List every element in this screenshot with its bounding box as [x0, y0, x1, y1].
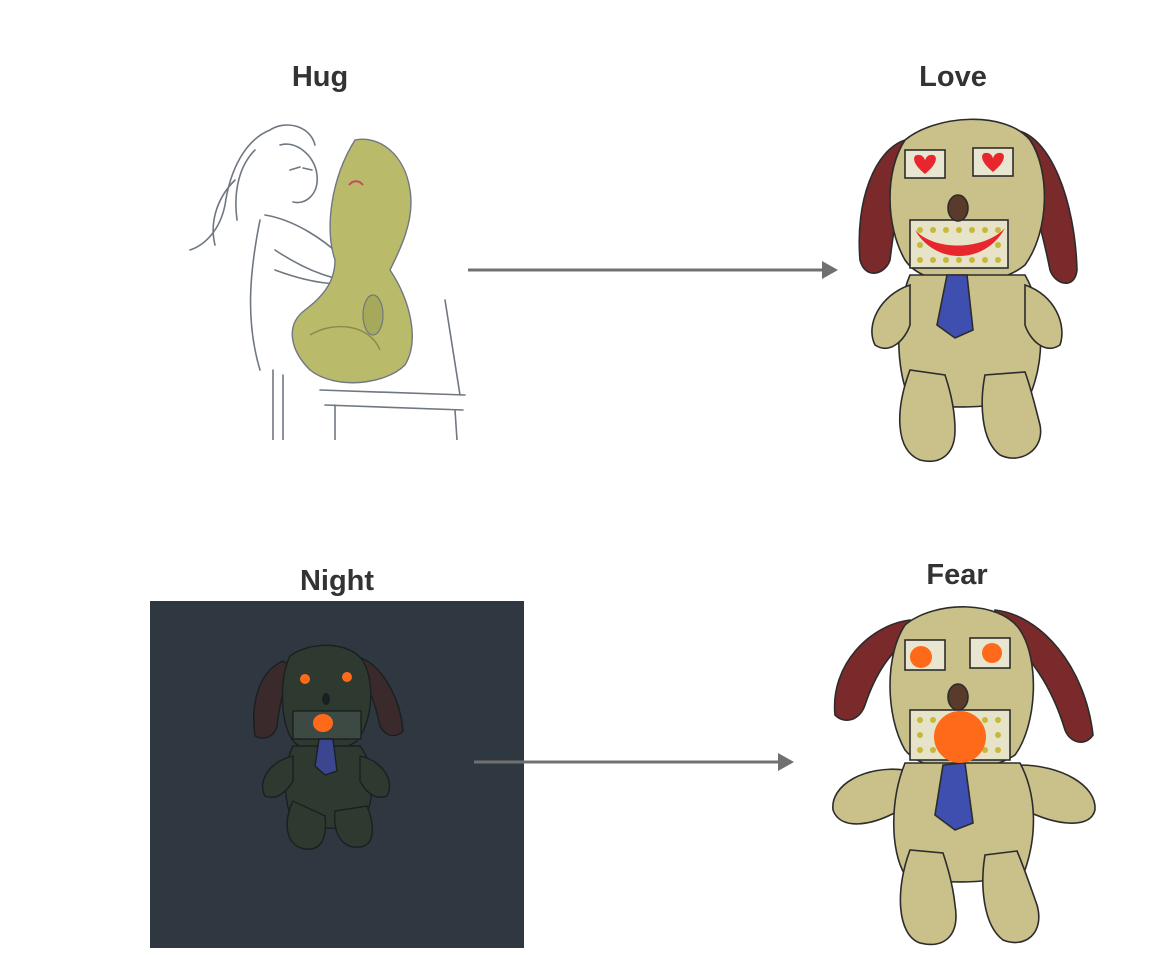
fear-mouth: [934, 711, 986, 763]
love-eye-left: [914, 154, 936, 174]
night-panel: [150, 601, 524, 948]
love-plush-illustration: [858, 118, 1078, 462]
label-night: Night: [299, 565, 375, 597]
fear-eye-right: [982, 643, 1002, 663]
hug-plush-body: [291, 138, 413, 384]
hug-scene-illustration: [189, 124, 466, 440]
arrow-hug-to-love: [468, 261, 838, 279]
arrow-night-to-fear: [474, 753, 794, 771]
label-love: Love: [919, 61, 987, 93]
love-eye-right: [982, 152, 1004, 172]
night-mouth: [313, 714, 333, 732]
fear-eye-left: [910, 646, 932, 668]
night-eye-right: [342, 672, 352, 682]
love-smile: [915, 228, 1005, 257]
night-eye-left: [300, 674, 310, 684]
label-hug: Hug: [291, 61, 349, 93]
fear-plush-illustration: [832, 606, 1096, 946]
label-fear: Fear: [926, 559, 988, 591]
night-plush-illustration: [253, 644, 404, 850]
